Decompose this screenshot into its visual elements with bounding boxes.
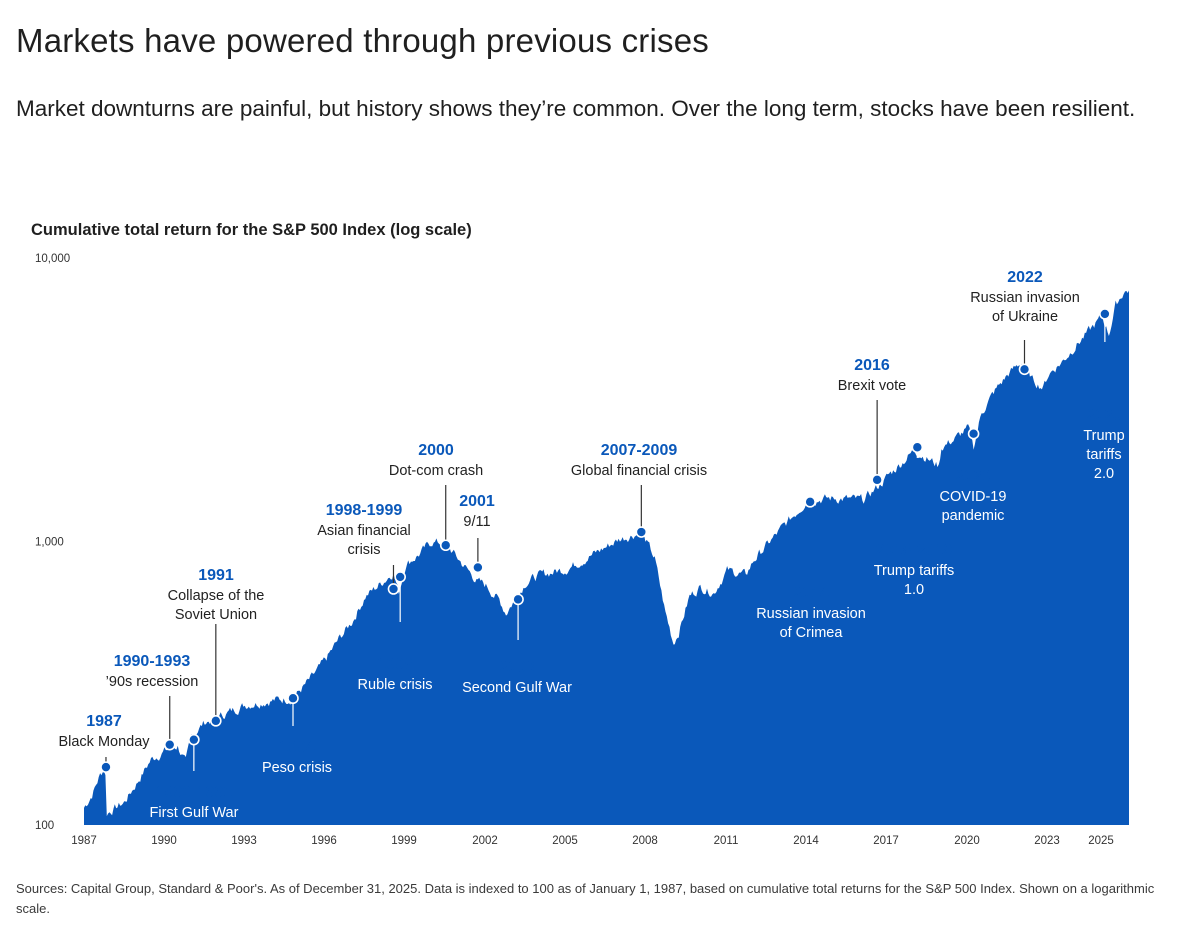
x-tick-label: 2017 xyxy=(873,835,899,847)
x-tick-label: 1987 xyxy=(71,835,97,847)
annotation-marker xyxy=(804,496,816,508)
annotation-description: Ruble crisis xyxy=(358,677,433,693)
annotation-description: Brexit vote xyxy=(838,378,907,394)
annotation-year-label: 2007-2009 xyxy=(601,442,678,459)
x-tick-label: 2008 xyxy=(632,835,658,847)
annotation-year-label: 2001 xyxy=(459,493,495,510)
x-tick-label: 1993 xyxy=(231,835,257,847)
x-tick-label: 1990 xyxy=(151,835,177,847)
annotation-year-label: 1994 xyxy=(279,739,315,756)
annotation-description: Second Gulf War xyxy=(462,680,572,696)
annotation-year-label: 2014 xyxy=(793,585,829,602)
annotation-marker xyxy=(1018,363,1031,376)
annotation-description: Collapse of the xyxy=(168,588,265,604)
annotation-marker xyxy=(287,692,299,705)
annotation-year-label: 2025 xyxy=(1086,407,1122,424)
annotation-year-label: 1987 xyxy=(86,713,122,730)
annotation-marker xyxy=(635,526,648,538)
x-tick-label: 2023 xyxy=(1034,835,1060,847)
y-tick-label: 1,000 xyxy=(35,537,64,549)
annotation-description: Trump tariffs xyxy=(874,563,955,579)
annotation-description: Trump xyxy=(1083,428,1124,444)
annotation-description: Global financial crisis xyxy=(571,463,707,479)
annotation-year-label: 2022 xyxy=(1007,269,1043,286)
x-tick-label: 2014 xyxy=(793,835,819,847)
page-subtitle: Market downturns are painful, but histor… xyxy=(16,96,1136,121)
cumulative-return-area xyxy=(84,290,1129,825)
axis-layer: 100 1,000 10,000 1987 1990 1993 1996 1999 2002 20… xyxy=(35,253,1114,847)
footnote: Sources: Capital Group, Standard & Poor'… xyxy=(16,881,1155,916)
annotation-year-label: 1998-1999 xyxy=(326,502,403,519)
annotation-year-label: 1990-1993 xyxy=(114,653,191,670)
annotation-marker xyxy=(210,715,222,727)
x-tick-label: 2005 xyxy=(552,835,578,847)
annotation-marker xyxy=(100,761,112,773)
chart-title: Cumulative total return for the S&P 500 … xyxy=(31,221,472,239)
annotation-marker xyxy=(163,738,176,751)
annotation-description: Russian invasion xyxy=(970,290,1080,306)
annotation-description: Dot-com crash xyxy=(389,463,483,479)
annotation-description: 2.0 xyxy=(1094,466,1114,482)
annotation-marker xyxy=(967,427,980,440)
annotation-year-label: 2016 xyxy=(854,357,890,374)
annotation-description: crisis xyxy=(347,542,380,558)
annotation-description: First Gulf War xyxy=(150,805,239,821)
annotation-description: of Crimea xyxy=(780,625,844,641)
annotation-year-label: 2000 xyxy=(418,442,454,459)
annotation-description: 1.0 xyxy=(904,582,924,598)
annotation-description: ’90s recession xyxy=(106,674,199,690)
x-tick-label: 2011 xyxy=(714,835,739,847)
annotation-marker xyxy=(439,539,452,552)
annotation-description: Soviet Union xyxy=(175,607,257,623)
annotation-year-label: 2003 xyxy=(499,659,535,676)
annotation-marker xyxy=(188,733,200,746)
annotation-layer: 1987 Black Monday 1990-1991 First Gulf War 1… xyxy=(58,269,1124,821)
annotation-marker xyxy=(472,561,484,574)
annotation-marker xyxy=(387,583,400,595)
y-tick-label: 100 xyxy=(35,820,54,832)
annotation-description: pandemic xyxy=(942,508,1005,524)
area-layer xyxy=(84,290,1129,825)
annotation-marker xyxy=(871,474,883,486)
annotation-description: Asian financial xyxy=(317,523,411,539)
annotation-marker xyxy=(911,441,924,454)
annotation-description: COVID-19 xyxy=(940,489,1007,505)
annotation-description: Black Monday xyxy=(58,734,150,750)
x-tick-label: 2020 xyxy=(954,835,980,847)
x-tick-label: 2025 xyxy=(1088,835,1114,847)
annotation-marker xyxy=(512,593,524,606)
x-tick-label: 2002 xyxy=(472,835,498,847)
annotation-year-label: 1990-1991 xyxy=(156,784,233,801)
x-tick-label: 1996 xyxy=(311,835,337,847)
x-tick-label: 1999 xyxy=(391,835,417,847)
annotation-year-label: 1998 xyxy=(377,656,413,673)
annotation-year-label: 2018-2019 xyxy=(876,542,953,559)
annotation-marker xyxy=(394,571,406,583)
annotation-description: Russian invasion xyxy=(756,606,866,622)
annotation-description: of Ukraine xyxy=(992,309,1058,325)
annotation-description: Peso crisis xyxy=(262,760,332,776)
annotation-description: tariffs xyxy=(1086,447,1121,463)
annotation-description: 9/11 xyxy=(463,514,490,530)
annotation-marker xyxy=(1099,308,1111,320)
page-title: Markets have powered through previous cr… xyxy=(16,22,709,59)
annotation-year-label: 1991 xyxy=(198,567,234,584)
annotation-year-label: 2020 xyxy=(955,468,991,485)
y-tick-label: 10,000 xyxy=(35,253,70,265)
